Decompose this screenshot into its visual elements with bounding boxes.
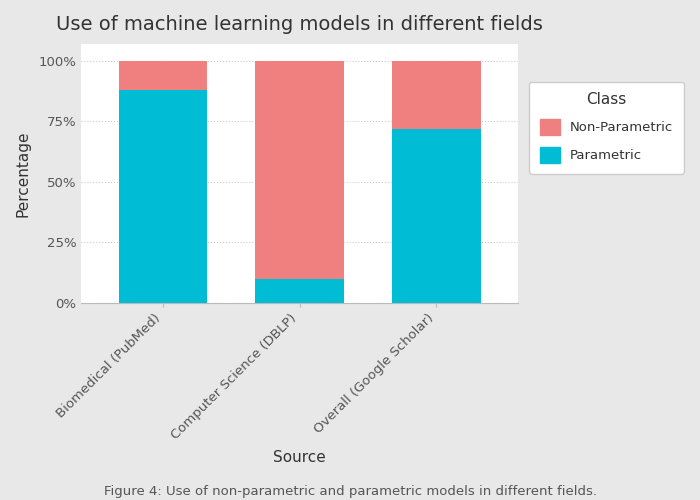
Bar [392, 128, 481, 303]
Bar [118, 61, 207, 90]
Bar [392, 61, 481, 128]
Text: Figure 4: Use of non-parametric and parametric models in different fields.: Figure 4: Use of non-parametric and para… [104, 485, 596, 498]
Bar [256, 278, 344, 303]
Title: Use of machine learning models in different fields: Use of machine learning models in differ… [56, 15, 543, 34]
Bar [256, 61, 344, 278]
X-axis label: Source: Source [273, 450, 326, 465]
Legend: Non-Parametric, Parametric: Non-Parametric, Parametric [529, 82, 684, 174]
Bar [118, 90, 207, 303]
Y-axis label: Percentage: Percentage [15, 130, 30, 216]
